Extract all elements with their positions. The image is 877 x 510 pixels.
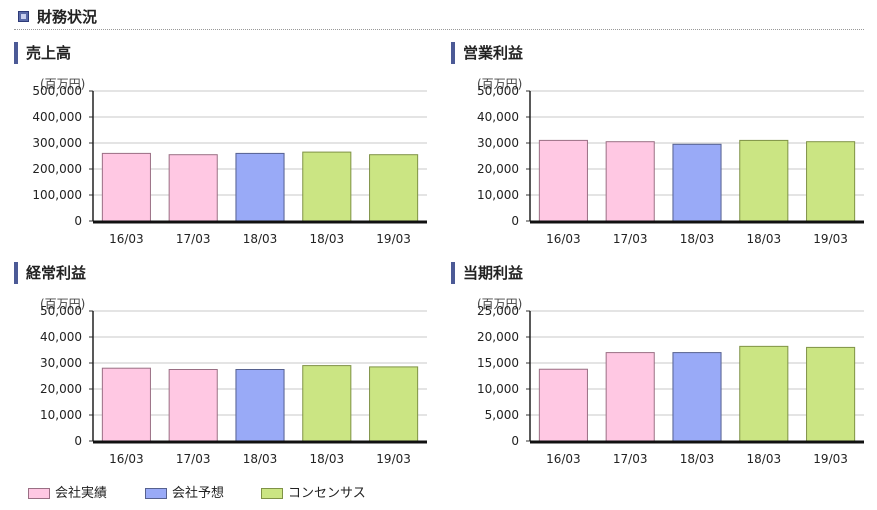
x-tick-label: 18/03 xyxy=(310,452,345,466)
bar-consensus xyxy=(302,151,352,222)
y-tick-label: 300,000 xyxy=(32,136,82,150)
bar-forecast xyxy=(235,152,285,222)
bar-actual xyxy=(101,367,151,442)
y-tick-label: 50,000 xyxy=(477,84,519,98)
y-tick-label: 5,000 xyxy=(485,408,519,422)
bar-forecast xyxy=(672,352,722,442)
x-tick-label: 18/03 xyxy=(680,452,715,466)
x-tick-label: 17/03 xyxy=(176,452,211,466)
bar-consensus xyxy=(806,141,856,222)
y-tick-label: 400,000 xyxy=(32,110,82,124)
unit-label: (百万円) xyxy=(477,77,522,91)
section-header: 財務状況 xyxy=(14,5,864,30)
chart-panel-ordinary-profit: 経常利益 (百万円) 0 10,000 20,000 30,000 40,000 50,00… xyxy=(14,262,434,477)
y-tick-label: 10,000 xyxy=(40,408,82,422)
square-bullet-icon xyxy=(18,11,29,22)
y-tick-label: 0 xyxy=(511,434,519,448)
bar-consensus xyxy=(739,139,789,222)
y-tick-label: 20,000 xyxy=(40,382,82,396)
x-tick-label: 16/03 xyxy=(546,452,581,466)
legend-label: コンセンサス xyxy=(288,486,366,501)
x-tick-label: 16/03 xyxy=(546,232,581,246)
y-tick-label: 50,000 xyxy=(40,304,82,318)
unit-label: (百万円) xyxy=(40,77,85,91)
panel-title: 経常利益 xyxy=(14,262,86,284)
bar-actual xyxy=(168,154,218,222)
bar-consensus xyxy=(739,345,789,442)
bar-actual xyxy=(538,368,588,442)
bar-forecast xyxy=(235,369,285,442)
section-title: 財務状況 xyxy=(37,8,98,26)
chart-panel-net-profit: 当期利益 (百万円) 0 5,000 10,000 15,000 20,000 25,000… xyxy=(451,262,871,477)
x-tick-label: 19/03 xyxy=(376,452,411,466)
x-tick-label: 18/03 xyxy=(243,232,278,246)
bar-consensus xyxy=(369,154,419,222)
y-tick-label: 0 xyxy=(511,214,519,228)
y-tick-label: 500,000 xyxy=(32,84,82,98)
y-tick-label: 200,000 xyxy=(32,162,82,176)
legend-swatch-actual xyxy=(28,488,50,499)
x-tick-label: 19/03 xyxy=(813,232,848,246)
legend-swatch-consensus xyxy=(261,488,283,499)
legend-label: 会社予想 xyxy=(172,486,225,501)
y-tick-label: 10,000 xyxy=(477,188,519,202)
panel-title: 営業利益 xyxy=(451,42,523,64)
y-tick-label: 0 xyxy=(74,434,82,448)
x-tick-label: 16/03 xyxy=(109,232,144,246)
x-tick-label: 18/03 xyxy=(747,232,782,246)
x-tick-label: 16/03 xyxy=(109,452,144,466)
x-tick-label: 17/03 xyxy=(176,232,211,246)
y-tick-label: 0 xyxy=(74,214,82,228)
x-tick-label: 19/03 xyxy=(376,232,411,246)
bar-forecast xyxy=(672,143,722,222)
x-tick-label: 18/03 xyxy=(243,452,278,466)
y-tick-label: 30,000 xyxy=(477,136,519,150)
x-tick-label: 17/03 xyxy=(613,232,648,246)
y-tick-label: 10,000 xyxy=(477,382,519,396)
bar-actual xyxy=(605,141,655,222)
chart-panel-sales: 売上高 (百万円) 0 100,000 200,000 300,000 400,000 50… xyxy=(14,42,434,257)
y-tick-label: 20,000 xyxy=(477,330,519,344)
bar-actual xyxy=(538,139,588,222)
y-tick-label: 30,000 xyxy=(40,356,82,370)
legend-swatch-forecast xyxy=(145,488,167,499)
bar-actual xyxy=(101,152,151,222)
x-tick-label: 18/03 xyxy=(310,232,345,246)
bar-chart-ordinary-profit: (百万円) 0 10,000 20,000 30,000 40,000 50,000 16/0… xyxy=(40,297,427,466)
bar-chart-operating-profit: (百万円) 0 10,000 20,000 30,000 40,000 50,000 16/0… xyxy=(477,77,864,246)
bar-chart-sales: (百万円) 0 100,000 200,000 300,000 400,000 500,00… xyxy=(32,77,427,246)
panel-title: 当期利益 xyxy=(451,262,523,284)
legend-label: 会社実績 xyxy=(55,486,108,501)
unit-label: (百万円) xyxy=(40,297,85,311)
bar-consensus xyxy=(369,366,419,442)
x-tick-label: 17/03 xyxy=(613,452,648,466)
y-tick-label: 40,000 xyxy=(40,330,82,344)
y-tick-label: 20,000 xyxy=(477,162,519,176)
unit-label: (百万円) xyxy=(477,297,522,311)
chart-panel-operating-profit: 営業利益 (百万円) 0 10,000 20,000 30,000 40,000 50,00… xyxy=(451,42,871,257)
bar-chart-net-profit: (百万円) 0 5,000 10,000 15,000 20,000 25,000 16/03… xyxy=(477,297,864,466)
bar-consensus xyxy=(302,365,352,442)
y-tick-label: 25,000 xyxy=(477,304,519,318)
x-tick-label: 18/03 xyxy=(680,232,715,246)
x-tick-label: 18/03 xyxy=(747,452,782,466)
y-tick-label: 40,000 xyxy=(477,110,519,124)
bar-actual xyxy=(605,352,655,442)
y-tick-label: 100,000 xyxy=(32,188,82,202)
panel-title: 売上高 xyxy=(14,42,71,64)
bar-actual xyxy=(168,369,218,442)
x-tick-label: 19/03 xyxy=(813,452,848,466)
bar-consensus xyxy=(806,346,856,442)
y-tick-label: 15,000 xyxy=(477,356,519,370)
